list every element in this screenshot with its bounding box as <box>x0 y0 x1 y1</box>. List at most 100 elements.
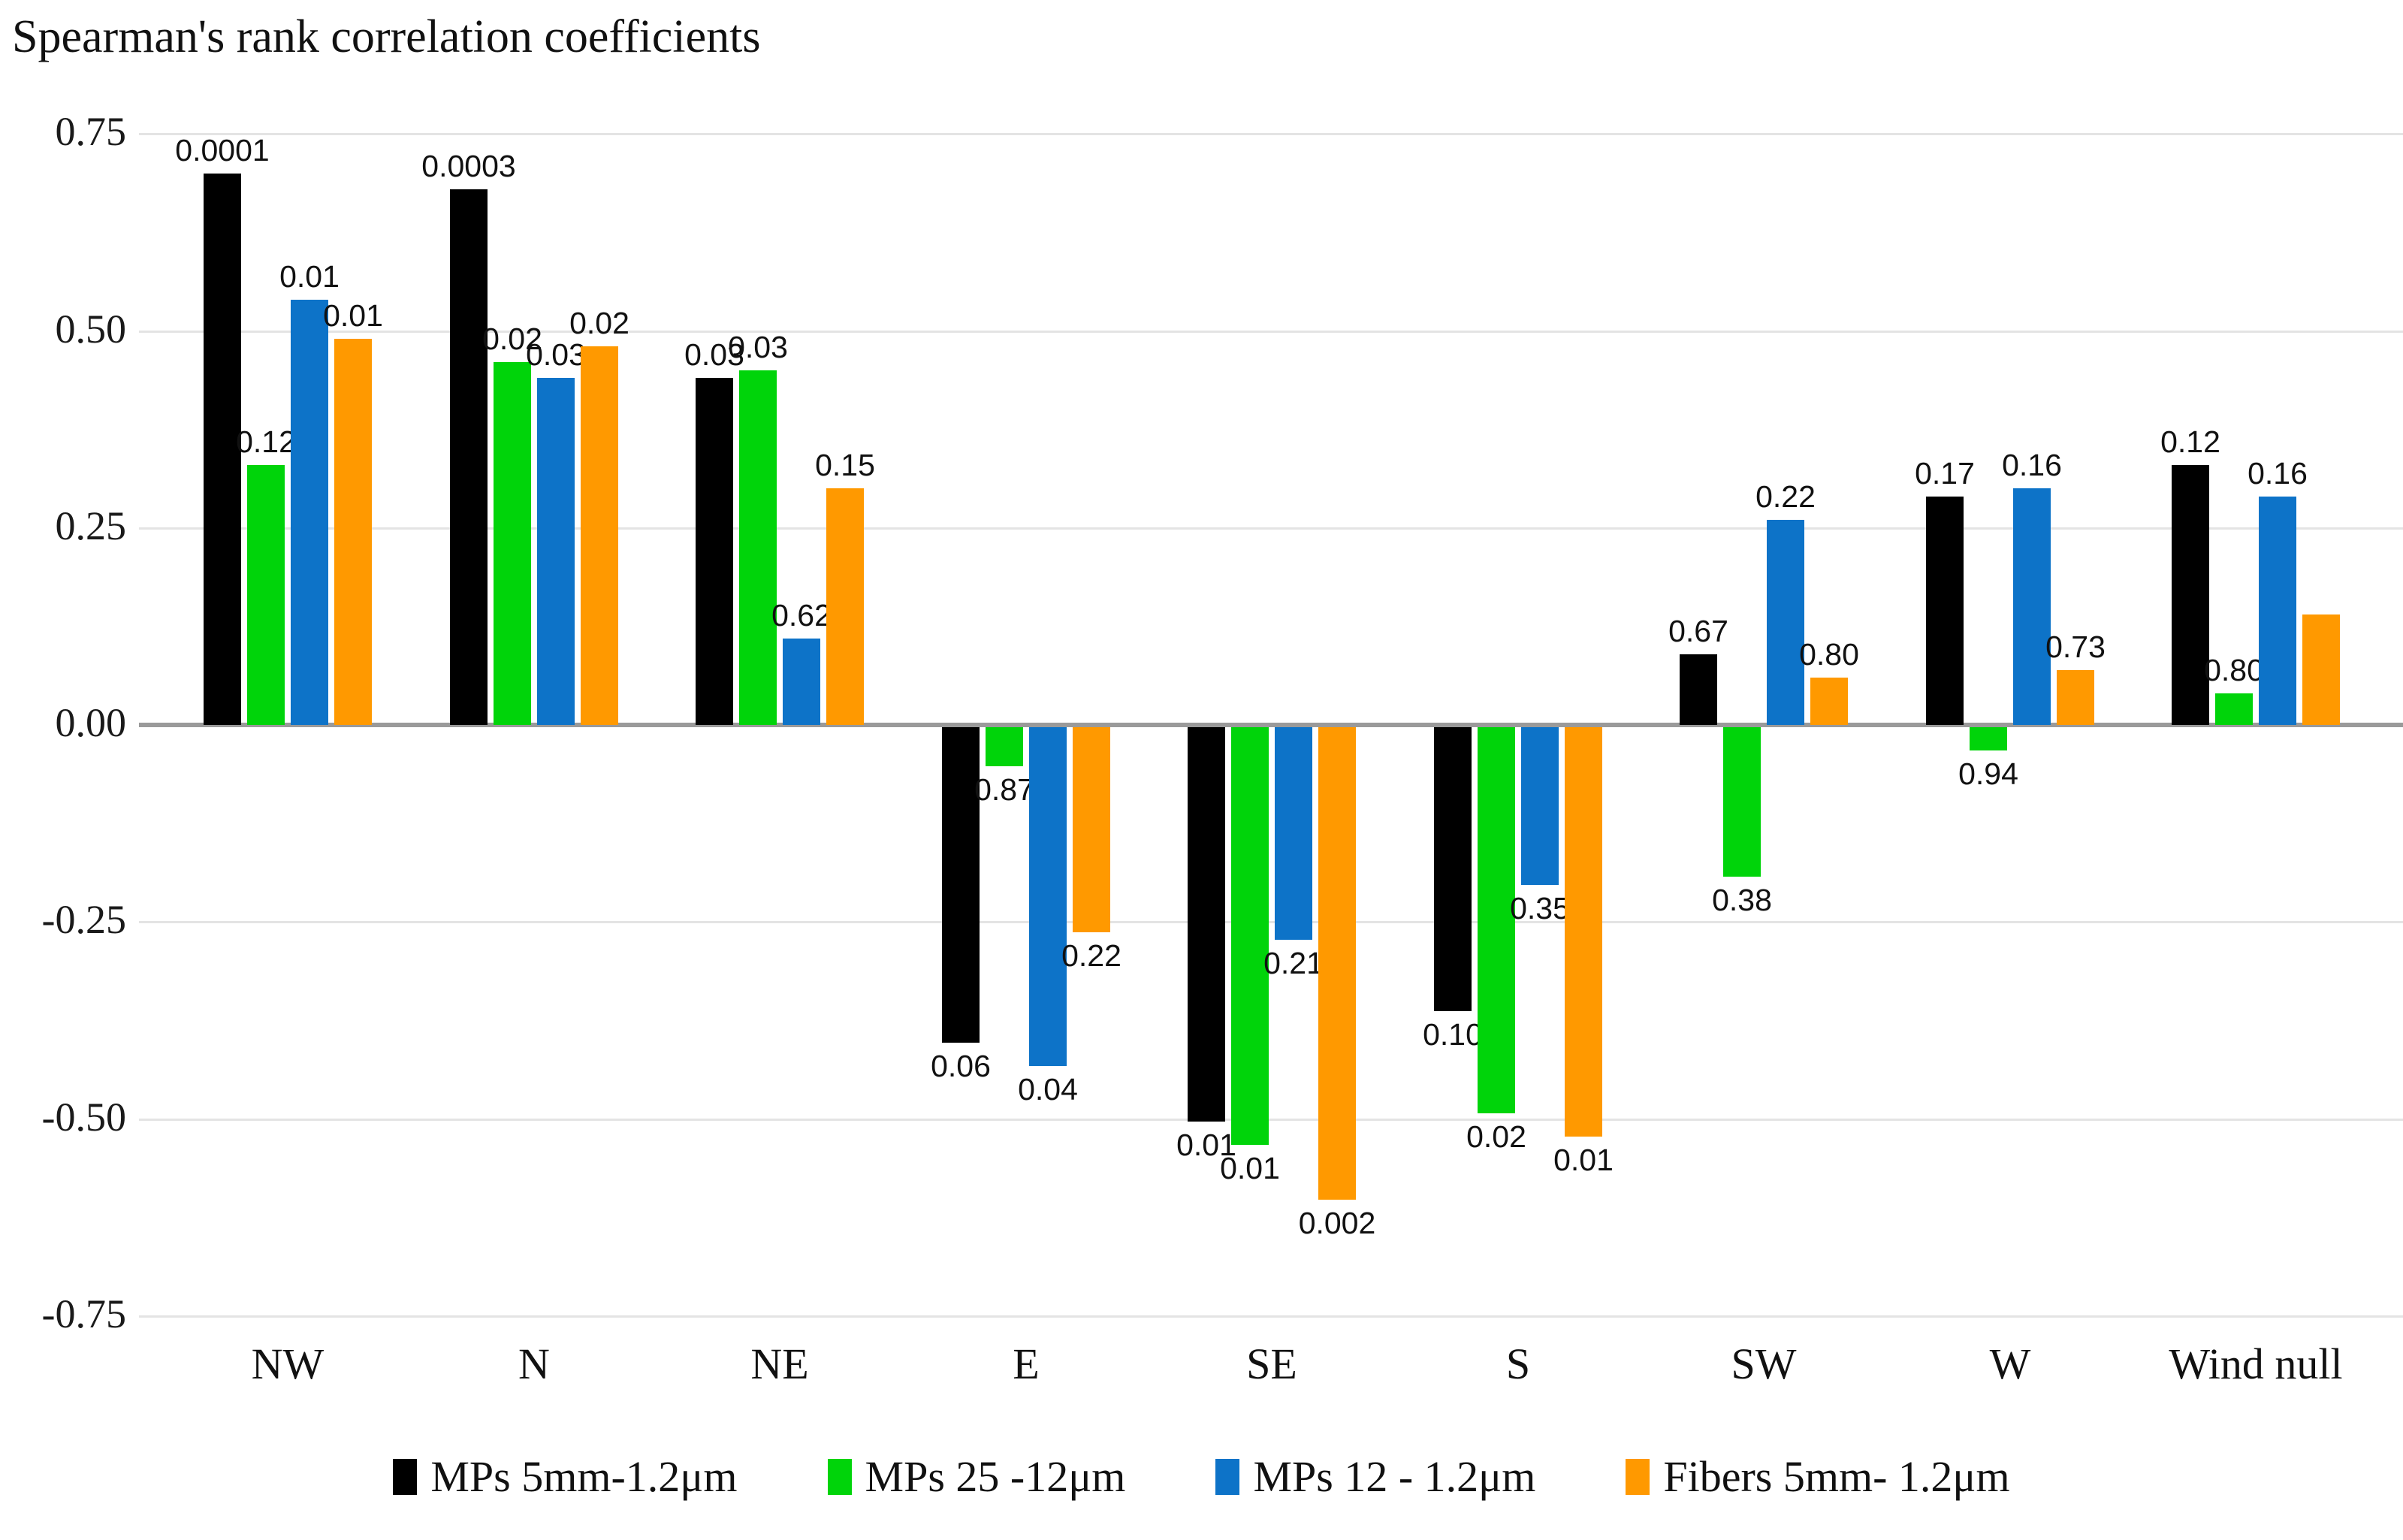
bar-S-series4 <box>1565 727 1602 1137</box>
legend-label: MPs 12 - 1.2μm <box>1253 1452 1536 1501</box>
legend-swatch-icon <box>393 1458 418 1495</box>
y-tick-label: 0.50 <box>55 306 127 352</box>
x-category-label-NE: NE <box>750 1339 809 1388</box>
bar-SW-series4 <box>1810 678 1848 725</box>
bar-S-series3 <box>1521 727 1559 885</box>
bar-SE-series4 <box>1318 727 1356 1200</box>
legend-swatch-icon <box>827 1458 852 1495</box>
bar-E-series2 <box>986 727 1023 766</box>
bar-W-series4 <box>2057 670 2094 725</box>
value-label: 0.0003 <box>421 149 516 183</box>
y-tick-label: 0.00 <box>55 700 127 745</box>
value-label: 0.15 <box>815 448 875 482</box>
y-tick-label: -0.75 <box>41 1291 126 1336</box>
gridline-0.25 <box>139 527 2403 530</box>
x-category-label-SW: SW <box>1731 1339 1797 1388</box>
gridline-0.75 <box>139 133 2403 136</box>
gridline-0.00 <box>139 723 2403 727</box>
bar-NW-series3 <box>291 300 328 725</box>
y-tick-label: 0.75 <box>55 109 127 155</box>
value-label: 0.03 <box>728 330 788 364</box>
bar-Wind null-series1 <box>2172 465 2209 725</box>
legend-item-series1: MPs 5mm-1.2μm <box>393 1451 738 1502</box>
value-label: 0.03 <box>684 337 744 372</box>
value-label: 0.73 <box>2045 630 2106 664</box>
bar-NE-series4 <box>826 488 864 725</box>
bar-NE-series1 <box>696 378 733 725</box>
bar-W-series3 <box>2013 488 2051 725</box>
bar-S-series2 <box>1478 727 1515 1113</box>
value-label: 0.80 <box>2204 653 2264 687</box>
legend-label: MPs 5mm-1.2μm <box>430 1452 738 1501</box>
bar-N-series2 <box>494 362 531 725</box>
x-category-label-NW: NW <box>251 1339 325 1388</box>
value-label: 0.12 <box>236 424 296 459</box>
value-label: 0.16 <box>2002 448 2062 482</box>
value-label: 0.0001 <box>175 133 270 168</box>
y-tick-label: -0.25 <box>41 897 126 943</box>
value-label: 0.10 <box>1423 1017 1483 1052</box>
value-label: 0.16 <box>2248 456 2308 491</box>
legend: MPs 5mm-1.2μm MPs 25 -12μm MPs 12 - 1.2μm F… <box>0 1451 2403 1502</box>
bar-SW-series2 <box>1723 727 1761 877</box>
legend-label: MPs 25 -12μm <box>865 1452 1126 1501</box>
bar-NE-series2 <box>739 370 777 725</box>
legend-item-series4: Fibers 5mm- 1.2μm <box>1626 1451 2010 1502</box>
bar-SE-series1 <box>1188 727 1225 1122</box>
bar-E-series4 <box>1073 727 1110 932</box>
value-label: 0.62 <box>771 598 832 633</box>
x-category-label-Wind-null: Wind null <box>2169 1339 2343 1388</box>
bar-NE-series3 <box>783 639 820 725</box>
bar-N-series3 <box>537 378 575 725</box>
bar-Wind null-series2 <box>2215 693 2253 725</box>
bar-E-series1 <box>942 727 980 1043</box>
legend-swatch-icon <box>1626 1458 1650 1495</box>
value-label: 0.01 <box>279 259 340 294</box>
value-label: 0.17 <box>1915 456 1975 491</box>
bar-Wind null-series3 <box>2259 497 2296 725</box>
bar-NW-series2 <box>247 465 285 725</box>
value-label: 0.35 <box>1510 891 1570 926</box>
bar-NW-series4 <box>334 339 372 725</box>
value-label: 0.02 <box>482 322 542 356</box>
value-label: 0.38 <box>1712 883 1772 917</box>
value-label: 0.02 <box>1466 1119 1526 1154</box>
value-label: 0.002 <box>1298 1206 1376 1240</box>
gridline--0.50 <box>139 1118 2403 1121</box>
y-tick-label: 0.25 <box>55 503 127 548</box>
value-label: 0.01 <box>323 298 383 333</box>
value-label: 0.94 <box>1958 756 2018 791</box>
gridline-0.50 <box>139 330 2403 333</box>
chart-title: Spearman's rank correlation coefficients <box>12 11 761 62</box>
bar-SW-series3 <box>1767 520 1804 725</box>
x-category-label-W: W <box>1989 1339 2031 1388</box>
value-label: 0.67 <box>1668 614 1728 648</box>
x-category-label-SE: SE <box>1246 1339 1297 1388</box>
value-label: 0.22 <box>1755 479 1816 514</box>
value-label: 0.22 <box>1061 938 1122 973</box>
bar-E-series3 <box>1029 727 1067 1066</box>
gridline--0.75 <box>139 1315 2403 1318</box>
bar-N-series4 <box>581 346 618 725</box>
legend-item-series3: MPs 12 - 1.2μm <box>1215 1451 1535 1502</box>
x-category-label-N: N <box>518 1339 550 1388</box>
bar-SE-series3 <box>1275 727 1312 940</box>
gridline--0.25 <box>139 921 2403 924</box>
legend-swatch-icon <box>1215 1458 1240 1495</box>
value-label: 0.06 <box>931 1049 991 1083</box>
value-label: 0.01 <box>1176 1128 1236 1162</box>
value-label: 0.04 <box>1018 1072 1078 1107</box>
value-label: 0.02 <box>569 306 629 340</box>
y-tick-label: -0.50 <box>41 1094 126 1140</box>
bar-S-series1 <box>1434 727 1472 1011</box>
bar-N-series1 <box>450 189 488 725</box>
legend-item-series2: MPs 25 -12μm <box>827 1451 1126 1502</box>
x-category-label-E: E <box>1013 1339 1040 1388</box>
value-label: 0.87 <box>974 772 1034 807</box>
bar-SW-series1 <box>1680 654 1717 725</box>
legend-label: Fibers 5mm- 1.2μm <box>1663 1452 2010 1501</box>
value-label: 0.03 <box>526 337 586 372</box>
bar-W-series1 <box>1926 497 1964 725</box>
